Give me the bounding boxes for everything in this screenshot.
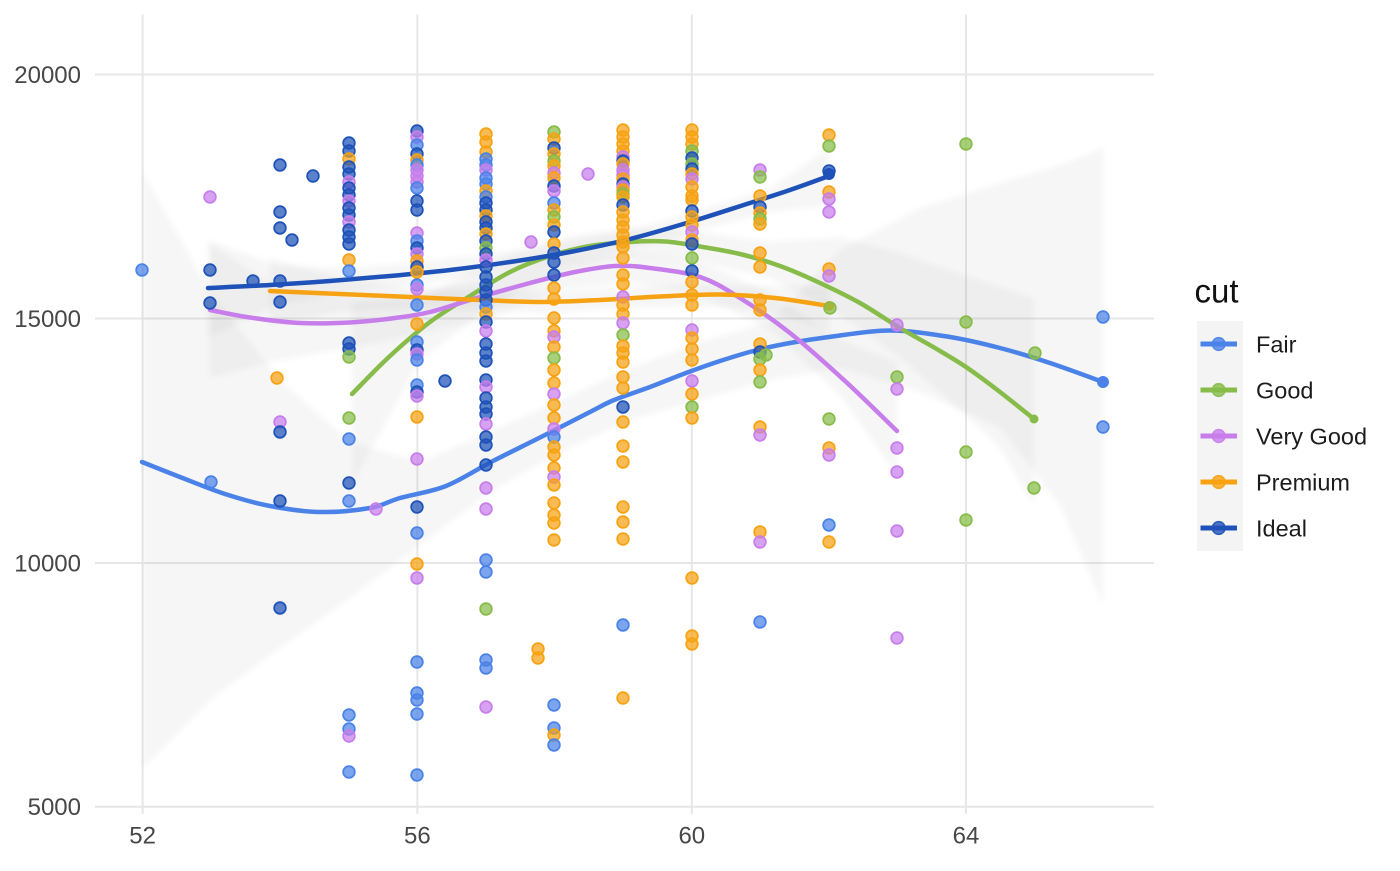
svg-text:Very Good: Very Good [1256, 423, 1367, 449]
svg-text:Premium: Premium [1256, 469, 1350, 495]
svg-text:52: 52 [129, 823, 156, 850]
svg-text:Good: Good [1256, 377, 1314, 403]
svg-text:cut: cut [1195, 273, 1239, 310]
svg-text:64: 64 [953, 823, 980, 850]
svg-text:60: 60 [678, 823, 705, 850]
svg-text:10000: 10000 [14, 550, 81, 577]
svg-text:20000: 20000 [14, 62, 81, 89]
svg-text:5000: 5000 [28, 794, 81, 821]
svg-text:56: 56 [404, 823, 431, 850]
svg-text:Ideal: Ideal [1256, 515, 1307, 541]
svg-text:15000: 15000 [14, 306, 81, 333]
svg-text:Fair: Fair [1256, 331, 1297, 357]
